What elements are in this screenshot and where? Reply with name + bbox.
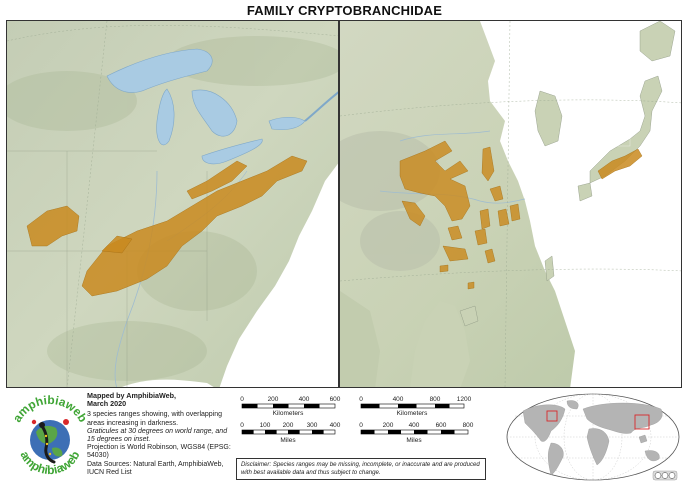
map-date: March 2020 bbox=[87, 399, 127, 409]
scale-mi-tick: 800 bbox=[463, 422, 474, 429]
scale-km-tick: 600 bbox=[330, 396, 341, 403]
disclaimer-box: Disclaimer: Species ranges may be missin… bbox=[236, 458, 486, 480]
scale-km-tick: 0 bbox=[359, 396, 363, 403]
scale-mi-tick: 300 bbox=[307, 422, 318, 429]
species-range-andrias-davidianus bbox=[399, 140, 521, 290]
species-note: 3 species ranges showing, with overlappi… bbox=[87, 411, 223, 427]
map-metadata: Mapped by AmphibiaWeb, March 2020 3 spec… bbox=[87, 391, 232, 477]
map-title: FAMILY CRYPTOBRANCHIDAE bbox=[246, 3, 443, 18]
amphibiaweb-logo: amphibiaweb amphibiaweb bbox=[8, 392, 92, 484]
species-range-andrias-japonicus bbox=[597, 148, 643, 180]
lake-michigan bbox=[156, 88, 175, 146]
scale-km-tick: 0 bbox=[240, 396, 244, 403]
scale-mi-tick: 600 bbox=[436, 422, 447, 429]
locator-box-north-america bbox=[546, 410, 558, 422]
scale-km-label: Kilometers bbox=[397, 410, 428, 417]
scale-mi-tick: 400 bbox=[330, 422, 341, 429]
data-sources: Data Sources: Natural Earth, AmphibiaWeb… bbox=[87, 460, 224, 476]
scale-bar-east-asia: 0 400 800 1200 Kilometers 0 200 400 600 … bbox=[355, 393, 480, 453]
lake-huron bbox=[191, 89, 238, 137]
svg-text:amphibiaweb: amphibiaweb bbox=[10, 393, 90, 425]
scale-mi-label: Miles bbox=[406, 437, 422, 444]
scale-km-tick: 800 bbox=[430, 396, 441, 403]
graticule-note: Graticules at 30 degrees on world range,… bbox=[87, 427, 228, 444]
species-range-cryptobranchus bbox=[26, 155, 308, 297]
scale-km-tick: 400 bbox=[393, 396, 404, 403]
mapped-by: Mapped by AmphibiaWeb, bbox=[87, 391, 177, 400]
scale-mi-tick: 400 bbox=[409, 422, 420, 429]
lake-ontario bbox=[268, 116, 306, 131]
scale-mi-tick: 0 bbox=[240, 422, 244, 429]
scale-mi-tick: 200 bbox=[383, 422, 394, 429]
scale-km-tick: 200 bbox=[268, 396, 279, 403]
lake-erie bbox=[201, 138, 263, 165]
scale-mi-tick: 200 bbox=[283, 422, 294, 429]
scale-km-tick: 400 bbox=[299, 396, 310, 403]
scale-km-tick: 1200 bbox=[457, 396, 472, 403]
locator-box-east-asia bbox=[634, 414, 650, 430]
scale-mi-tick: 100 bbox=[260, 422, 271, 429]
salamander-icon bbox=[40, 424, 56, 464]
scale-km-label: Kilometers bbox=[273, 410, 304, 417]
scale-mi-label: Miles bbox=[280, 437, 296, 444]
world-locator-map[interactable] bbox=[503, 391, 683, 483]
map-panel-north-america[interactable] bbox=[6, 20, 339, 388]
scale-bar-north-america: 0 200 400 600 Kilometers 0 100 200 300 4… bbox=[236, 393, 346, 453]
lake-superior bbox=[106, 48, 213, 93]
map-panel-east-asia[interactable] bbox=[339, 20, 682, 388]
scale-mi-tick: 0 bbox=[359, 422, 363, 429]
projection-note: Projection is World Robinson, WGS84 (EPS… bbox=[87, 444, 231, 460]
creative-commons-icon bbox=[652, 470, 678, 481]
logo-text-top: amphibiaweb bbox=[10, 393, 90, 425]
